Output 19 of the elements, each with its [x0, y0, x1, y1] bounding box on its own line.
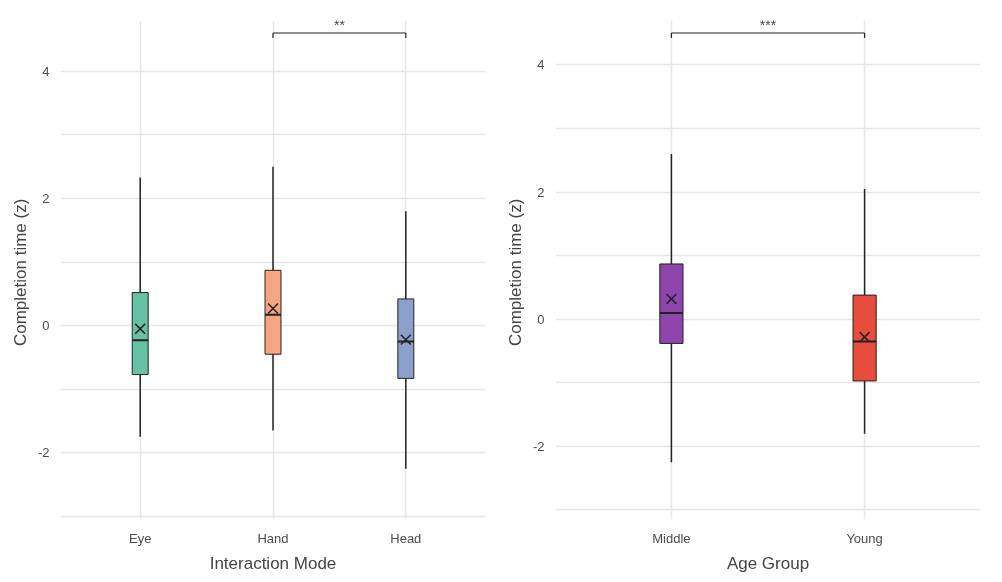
- y-tick-label: 2: [42, 190, 50, 206]
- y-axis-title: Completion time (z): [10, 198, 30, 347]
- x-tick-label: Eye: [128, 530, 152, 546]
- x-axis-title: Interaction Mode: [209, 553, 337, 573]
- y-tick-label: 2: [537, 184, 545, 200]
- x-tick-label: Hand: [257, 530, 289, 546]
- x-tick-label: Head: [390, 530, 422, 546]
- y-axis-title: Completion time (z): [505, 198, 525, 347]
- y-tick-label: 0: [42, 318, 50, 334]
- y-tick-label: 0: [537, 311, 545, 327]
- annotation: **: [333, 16, 346, 33]
- y-tick-label: -2: [37, 445, 50, 461]
- x-tick-label: Middle: [652, 530, 691, 546]
- y-tick-label: -2: [532, 438, 545, 454]
- x-axis-title: Age Group: [726, 553, 810, 573]
- y-tick-label: 4: [537, 57, 545, 73]
- x-tick-label: Young: [846, 530, 883, 546]
- annotation: ***: [759, 16, 777, 33]
- y-tick-label: 4: [42, 63, 50, 79]
